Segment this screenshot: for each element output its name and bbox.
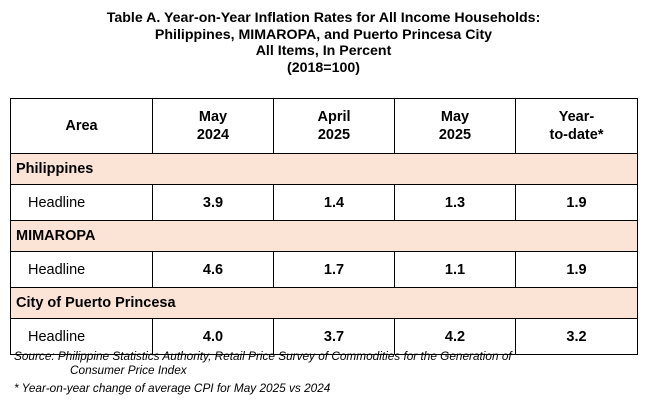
table-cell: 4.0 xyxy=(152,318,274,355)
table-row: Headline 4.0 3.7 4.2 3.2 xyxy=(10,318,638,355)
table-cell: 1.9 xyxy=(515,251,638,288)
header-area: Area xyxy=(10,98,153,154)
header-row: Area May 2024 April 2025 May 2025 Year-to-d… xyxy=(10,98,638,154)
header-label-line2: 2025 xyxy=(438,127,472,143)
section-label: City of Puerto Princesa xyxy=(10,287,638,319)
header-label-line2: 2025 xyxy=(317,127,351,143)
table-cell: 4.2 xyxy=(394,318,516,355)
table-cell: 3.9 xyxy=(152,184,274,221)
table-cell: 3.2 xyxy=(515,318,638,355)
header-year-to-date: Year-to-date* xyxy=(515,98,638,154)
section-row-puerto-princesa: City of Puerto Princesa xyxy=(10,287,638,319)
header-label-line1: May xyxy=(198,109,228,125)
row-label: Headline xyxy=(10,184,153,221)
table-cell: 1.7 xyxy=(273,251,395,288)
table-cell: 1.1 xyxy=(394,251,516,288)
table-cell: 1.3 xyxy=(394,184,516,221)
title-line-4: (2018=100) xyxy=(287,59,360,76)
section-label: Philippines xyxy=(10,153,638,185)
table-row: Headline 4.6 1.7 1.1 1.9 xyxy=(10,251,638,288)
header-may-2025: May 2025 xyxy=(394,98,516,154)
asterisk-footnote: * Year-on-year change of average CPI for… xyxy=(14,381,331,395)
header-label-line1: Year- xyxy=(558,109,595,125)
header-label-line1: April xyxy=(317,109,351,125)
table-cell: 1.4 xyxy=(273,184,395,221)
source-line-1: Source: Philippine Statistics Authority,… xyxy=(14,349,512,363)
header-april-2025: April 2025 xyxy=(273,98,395,154)
table-cell: 1.9 xyxy=(515,184,638,221)
row-label: Headline xyxy=(10,251,153,288)
section-row-mimaropa: MIMAROPA xyxy=(10,220,638,252)
header-label-line2: 2024 xyxy=(196,127,230,143)
header-label-line1: May xyxy=(440,109,470,125)
header-label-line2: to-date* xyxy=(549,127,604,143)
title-line-3: All Items, In Percent xyxy=(255,43,392,60)
table-title: Table A. Year-on-Year Inflation Rates fo… xyxy=(0,10,647,76)
section-label: MIMAROPA xyxy=(10,220,638,252)
row-label: Headline xyxy=(10,318,153,355)
inflation-table: Area May 2024 April 2025 May 2025 Year-to-d… xyxy=(10,98,638,355)
table-row: Headline 3.9 1.4 1.3 1.9 xyxy=(10,184,638,221)
title-line-1: Table A. Year-on-Year Inflation Rates fo… xyxy=(106,10,541,26)
source-line-2: Consumer Price Index xyxy=(70,363,187,377)
header-may-2024: May 2024 xyxy=(152,98,274,154)
section-row-philippines: Philippines xyxy=(10,153,638,185)
table-cell: 4.6 xyxy=(152,251,274,288)
header-area-label: Area xyxy=(65,118,98,134)
title-line-2: Philippines, MIMAROPA, and Puerto Prince… xyxy=(154,26,493,43)
source-footnote: Source: Philippine Statistics Authority,… xyxy=(14,349,614,377)
